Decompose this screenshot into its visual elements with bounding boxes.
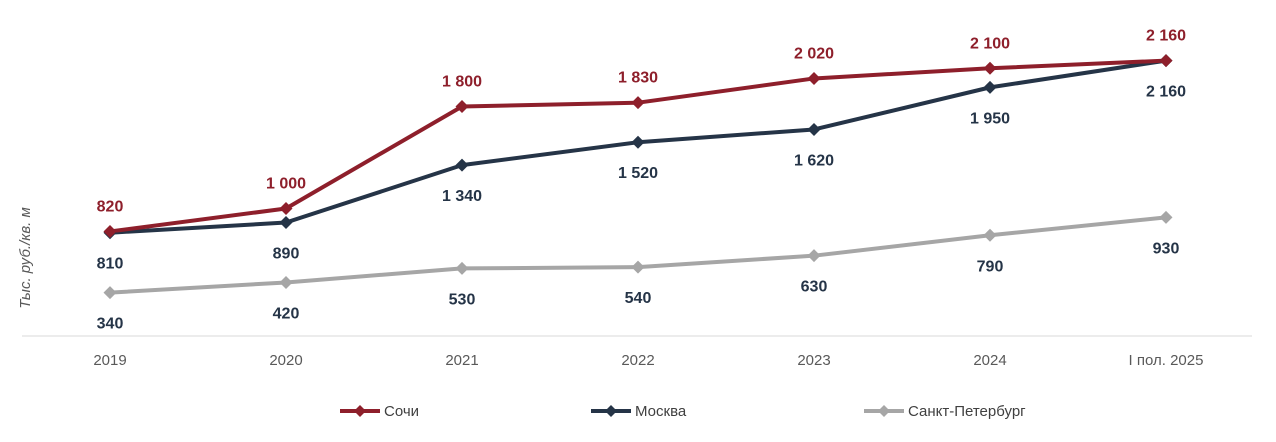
data-label-sochi: 2 020 — [794, 45, 834, 62]
data-label-sochi: 2 100 — [970, 35, 1010, 52]
data-label-spb: 540 — [625, 290, 652, 307]
data-label-sochi: 820 — [97, 198, 124, 215]
point-marker-moscow — [279, 216, 293, 230]
point-marker-spb — [807, 249, 821, 263]
x-axis-ticks: 2019 2020 2021 2022 2023 2024 I пол. 2025 — [93, 352, 1203, 369]
legend-label-spb: Санкт-Петербург — [908, 403, 1026, 420]
data-label-sochi: 1 800 — [442, 74, 482, 91]
point-marker-sochi — [1159, 54, 1173, 68]
point-marker-sochi — [631, 96, 645, 110]
data-label-moscow: 1 620 — [794, 152, 834, 169]
series-line-spb — [108, 215, 1168, 295]
data-label-spb: 530 — [449, 291, 476, 308]
data-label-moscow: 2 160 — [1146, 84, 1186, 101]
legend-marker-sochi — [354, 405, 366, 417]
point-marker-spb — [455, 261, 469, 275]
data-label-spb: 930 — [1153, 240, 1180, 257]
point-marker-moscow — [631, 135, 645, 149]
data-label-moscow: 1 950 — [970, 110, 1010, 127]
x-tick-label: 2019 — [93, 352, 126, 369]
data-labels: 820 1 000 1 800 1 830 2 020 2 100 2 160 810 890 1… — [97, 28, 1186, 333]
legend-marker-spb — [878, 405, 890, 417]
data-label-spb: 630 — [801, 279, 828, 296]
legend-label-moscow: Москва — [635, 403, 687, 420]
y-axis-label: Тыс. руб./кв. м — [17, 207, 34, 309]
data-label-sochi: 1 000 — [266, 176, 306, 193]
point-marker-spb — [1159, 210, 1173, 224]
x-tick-label: 2020 — [269, 352, 302, 369]
data-label-spb: 340 — [97, 316, 124, 333]
x-tick-label: I пол. 2025 — [1129, 352, 1204, 369]
data-label-moscow: 1 340 — [442, 188, 482, 205]
point-marker-sochi — [807, 71, 821, 85]
data-label-moscow: 890 — [273, 246, 300, 263]
legend-label-sochi: Сочи — [384, 403, 419, 420]
point-marker-moscow — [983, 80, 997, 94]
x-tick-label: 2024 — [973, 352, 1006, 369]
data-label-sochi: 2 160 — [1146, 28, 1186, 45]
point-marker-sochi — [455, 100, 469, 113]
data-label-sochi: 1 830 — [618, 70, 658, 87]
point-marker-sochi — [279, 202, 293, 215]
legend-marker-moscow — [605, 405, 617, 417]
point-marker-spb — [103, 286, 117, 300]
point-marker-sochi — [983, 61, 997, 75]
x-tick-label: 2021 — [445, 352, 478, 369]
data-label-spb: 420 — [273, 305, 300, 322]
legend: Сочи Москва Санкт-Петербург — [340, 403, 1026, 420]
series-markers — [103, 54, 1173, 300]
data-label-moscow: 810 — [97, 256, 124, 273]
point-marker-moscow — [455, 158, 469, 172]
point-marker-spb — [983, 228, 997, 242]
data-label-spb: 790 — [977, 258, 1004, 275]
point-marker-spb — [631, 260, 645, 274]
point-marker-spb — [279, 275, 293, 289]
x-tick-label: 2022 — [621, 352, 654, 369]
point-marker-moscow — [807, 122, 821, 136]
point-marker-sochi — [103, 224, 117, 238]
data-label-moscow: 1 520 — [618, 165, 658, 182]
x-tick-label: 2023 — [797, 352, 830, 369]
